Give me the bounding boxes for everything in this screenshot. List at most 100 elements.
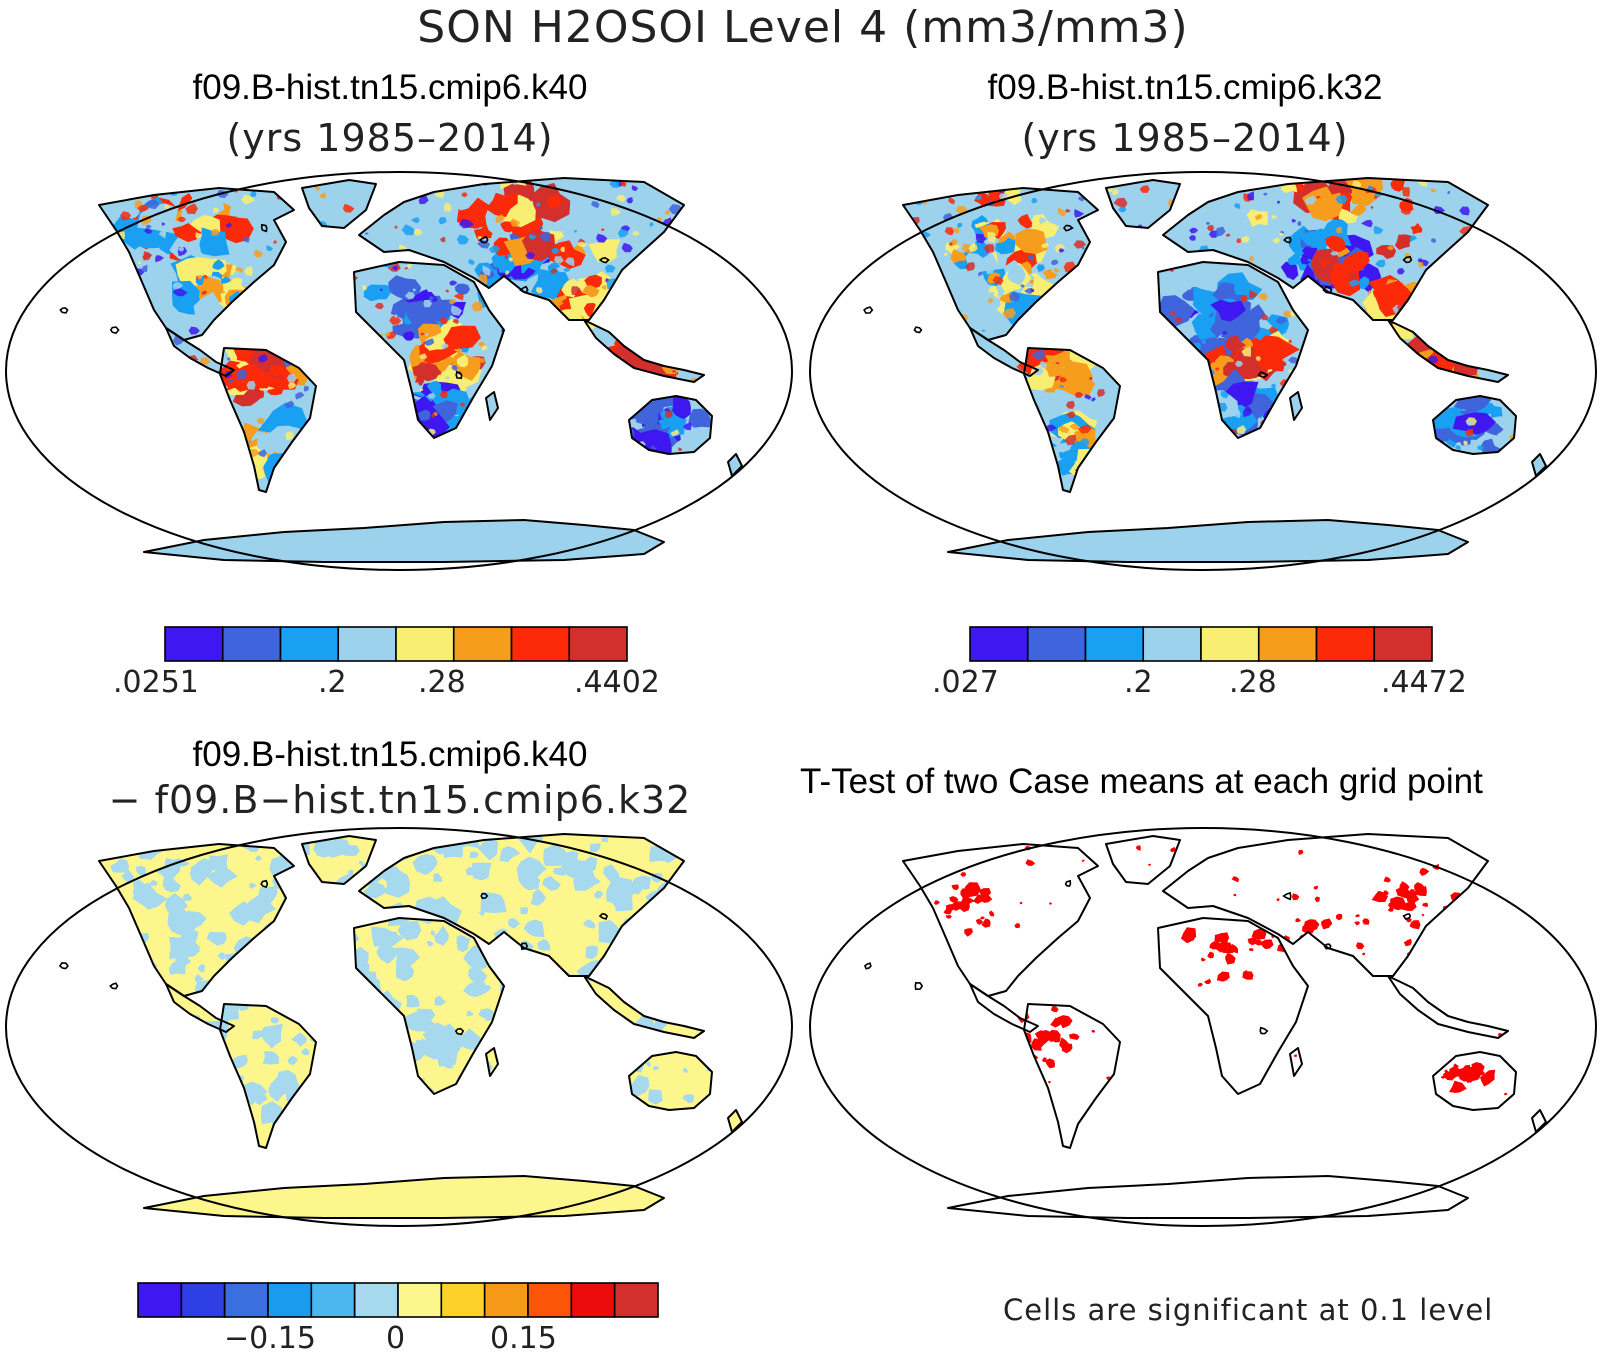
field-speckle	[234, 243, 241, 248]
field-patch	[1210, 299, 1246, 322]
field-speckle	[683, 422, 692, 431]
field-patch	[206, 931, 227, 946]
field-patch	[400, 1011, 436, 1032]
significant-cell	[1249, 948, 1254, 952]
significant-cell	[1356, 942, 1365, 950]
field-patch	[238, 1081, 268, 1106]
coastline-minor	[863, 306, 874, 314]
field-patch	[1247, 304, 1266, 323]
field-patch	[546, 195, 563, 209]
field-speckle	[626, 197, 633, 204]
field-speckle	[611, 271, 618, 277]
coastline-minor	[109, 982, 119, 990]
field-speckle	[1030, 288, 1035, 293]
field-speckle	[1282, 310, 1293, 318]
field-speckle	[1281, 329, 1287, 334]
field-speckle	[1367, 213, 1373, 219]
field-patch	[594, 284, 609, 298]
field-speckle	[303, 386, 309, 392]
field-speckle	[250, 191, 257, 197]
field-speckle	[1188, 271, 1195, 276]
field-speckle	[1335, 194, 1348, 204]
field-speckle	[562, 268, 571, 272]
field-patch	[121, 869, 135, 883]
field-speckle	[652, 442, 661, 448]
field-speckle	[233, 270, 241, 276]
coastline-madagascar	[1289, 391, 1303, 421]
field-patch	[585, 945, 599, 960]
coastline-minor	[1322, 285, 1333, 294]
field-speckle	[536, 190, 544, 197]
map-panel-bottom-left	[5, 827, 793, 1227]
field-patch	[174, 956, 191, 969]
field-patch	[1349, 202, 1367, 217]
coastline-centralAmerica	[165, 983, 235, 1033]
field-speckle	[213, 207, 219, 213]
panel-bottom-left-title: f09.B-hist.tn15.cmip6.k40	[192, 735, 588, 774]
coastline-madagascar	[485, 391, 499, 421]
field-speckle	[478, 358, 486, 364]
field-patch	[291, 1032, 308, 1047]
significant-cell	[1276, 898, 1280, 902]
field-speckle	[1205, 221, 1211, 225]
field-speckle	[99, 185, 101, 193]
field-patch	[594, 890, 604, 899]
panel-top-right-subtitle: (yrs 1985–2014)	[1021, 116, 1349, 160]
field-patch	[262, 1051, 279, 1065]
significant-cell	[1048, 902, 1052, 905]
colorbar-swatch	[1257, 626, 1318, 662]
field-speckle	[1045, 424, 1057, 432]
field-speckle	[1428, 355, 1439, 364]
field-speckle	[956, 223, 963, 228]
field-speckle	[992, 276, 1004, 286]
field-patch	[1253, 335, 1300, 370]
field-speckle	[448, 298, 457, 304]
coastline-minor	[59, 307, 69, 314]
field-patch	[194, 227, 230, 257]
field-speckle	[1271, 215, 1278, 219]
coastline-eurasia	[1162, 833, 1489, 977]
field-speckle	[419, 388, 424, 392]
field-speckle	[374, 302, 384, 309]
colorbar-swatch	[1084, 626, 1145, 662]
significant-cell	[1314, 896, 1320, 903]
coastline-seAsia	[583, 975, 705, 1039]
significant-cell	[978, 888, 992, 897]
significant-cell	[1215, 940, 1229, 953]
field-patch	[653, 1066, 659, 1070]
panel-top-left-title: f09.B-hist.tn15.cmip6.k40	[192, 68, 588, 107]
field-speckle	[456, 234, 469, 245]
field-patch	[681, 1094, 695, 1104]
field-patch	[1302, 186, 1343, 222]
field-speckle	[451, 365, 458, 372]
field-speckle	[443, 203, 452, 212]
field-speckle	[1066, 400, 1075, 409]
significant-cell	[1298, 849, 1304, 855]
significant-cell	[1233, 893, 1237, 897]
field-speckle	[419, 353, 428, 360]
field-speckle	[631, 185, 639, 192]
significant-cell	[1091, 1029, 1096, 1033]
field-speckle	[563, 233, 572, 241]
field-speckle	[1040, 242, 1049, 249]
colorbar-top-right-label-mid2: .28	[1229, 665, 1277, 700]
coastline-greenland	[301, 835, 377, 885]
significant-cell	[1450, 892, 1461, 903]
field-speckle	[432, 297, 438, 303]
field-patch	[252, 1030, 263, 1040]
field-speckle	[560, 181, 572, 188]
field-patch	[216, 951, 225, 960]
field-patch	[255, 855, 262, 861]
field-speckle	[1059, 376, 1068, 383]
coastline-minor	[1259, 1026, 1269, 1035]
field-speckle	[144, 199, 160, 210]
field-patch	[683, 836, 699, 851]
field-speckle	[188, 326, 200, 335]
field-patch	[542, 875, 561, 891]
field-patch	[468, 966, 488, 983]
significant-cell	[1399, 881, 1410, 891]
field-patch	[1306, 228, 1330, 249]
significant-cell	[1388, 902, 1395, 908]
field-speckle	[1496, 432, 1505, 440]
significant-cell	[1231, 876, 1240, 883]
